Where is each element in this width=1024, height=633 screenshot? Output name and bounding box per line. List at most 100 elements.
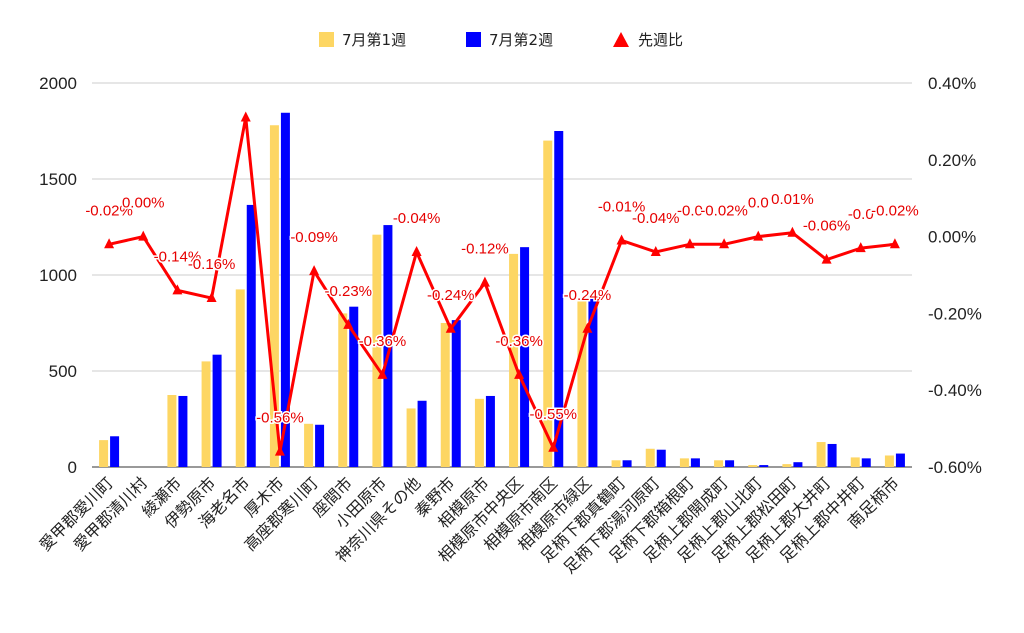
data-label: -0.16% — [188, 256, 236, 273]
data-label: -0.55% — [529, 406, 577, 423]
bar — [622, 460, 632, 467]
right-tick-label: -0.40% — [928, 381, 982, 400]
ratio-marker — [889, 238, 900, 249]
bar — [338, 313, 348, 467]
bar — [99, 440, 109, 467]
bar — [406, 408, 416, 467]
ratio-marker — [343, 318, 354, 329]
data-label: -0.36% — [359, 333, 407, 350]
data-label: -0.23% — [324, 283, 372, 300]
bar — [816, 442, 826, 467]
ratio-marker — [548, 441, 559, 452]
bar — [417, 400, 427, 467]
right-tick-label: 0.00% — [928, 228, 976, 247]
ratio-marker — [240, 111, 251, 122]
data-label: -0.0 — [677, 202, 703, 219]
ratio-marker — [104, 238, 115, 249]
ratio-marker — [138, 230, 149, 241]
data-label: -0.14% — [154, 248, 202, 265]
bar — [212, 354, 222, 467]
bar — [827, 443, 837, 467]
bar — [280, 112, 290, 467]
data-labels: -0.02% 0.00% -0.14%-0.16% -0.56% -0.09% -0.23… — [84, 189, 920, 428]
ratio-marker — [650, 245, 661, 256]
gridlines — [92, 82, 912, 468]
bar — [485, 395, 495, 467]
legend-label-week1: 7月第1週 — [342, 31, 406, 49]
bar — [759, 465, 769, 467]
bar — [725, 460, 735, 467]
bar — [315, 424, 325, 467]
data-label: -0.06% — [803, 218, 851, 235]
bar — [895, 453, 905, 467]
ratio-marker — [582, 322, 593, 333]
bar — [656, 449, 666, 467]
bar — [554, 131, 564, 467]
ratio-marker — [377, 368, 388, 379]
legend-marker-ratio — [613, 32, 629, 47]
data-label: -0.56% — [256, 410, 304, 427]
bar — [520, 247, 530, 467]
ratio-line-path — [108, 116, 896, 454]
bar — [748, 465, 758, 467]
left-tick-label: 1000 — [39, 266, 77, 285]
bar — [850, 457, 860, 467]
bar — [383, 225, 393, 467]
bar — [440, 323, 450, 467]
data-label: 0.01% — [771, 191, 814, 208]
bar — [269, 125, 279, 468]
right-tick-label: -0.20% — [928, 304, 982, 323]
data-label: -0.04% — [632, 210, 680, 227]
left-tick-label: 1500 — [39, 170, 77, 189]
data-label: 0.00% — [122, 195, 165, 212]
bar — [690, 458, 700, 467]
ratio-marker — [411, 245, 422, 256]
bar — [246, 204, 256, 468]
legend-label-ratio: 先週比 — [638, 31, 683, 49]
bar — [304, 423, 314, 467]
left-tick-label: 2000 — [39, 74, 77, 93]
ratio-marker — [445, 322, 456, 333]
legend: 7月第1週 7月第2週 先週比 — [319, 31, 683, 49]
ratio-marker — [684, 238, 695, 249]
right-tick-label: 0.40% — [928, 74, 976, 93]
ratio-marker — [855, 242, 866, 253]
ratio-marker — [479, 276, 490, 287]
bar — [782, 464, 792, 467]
bar — [645, 448, 655, 467]
data-label: -0.12% — [461, 241, 509, 258]
bar — [235, 289, 245, 467]
ratio-marker — [206, 292, 217, 303]
bar — [861, 458, 871, 467]
bar — [611, 460, 621, 467]
right-tick-label: 0.20% — [928, 151, 976, 170]
right-tick-label: -0.60% — [928, 458, 982, 477]
ratio-marker — [821, 253, 832, 264]
data-label: -0.01% — [598, 198, 646, 215]
bar — [110, 436, 120, 467]
legend-swatch-week1 — [319, 32, 334, 47]
data-label: -0.24% — [427, 287, 475, 304]
bar — [349, 306, 359, 467]
legend-swatch-week2 — [466, 32, 481, 47]
ratio-marker — [616, 234, 627, 245]
data-label: -0.02% — [871, 202, 919, 219]
left-axis-ticks: 0 500 1000 1500 2000 — [39, 74, 77, 477]
ratio-marker — [274, 445, 285, 456]
data-label: -0.0 — [848, 206, 874, 223]
left-tick-label: 0 — [68, 458, 77, 477]
data-label: -0.02% — [700, 202, 748, 219]
ratio-marker — [514, 368, 525, 379]
bar — [793, 462, 803, 467]
legend-label-week2: 7月第2週 — [489, 31, 553, 49]
ratio-marker — [787, 226, 798, 237]
bar — [577, 299, 587, 467]
left-tick-label: 500 — [49, 362, 77, 381]
bar — [884, 455, 894, 467]
bar — [679, 458, 689, 467]
category-labels: 愛甲郡愛川町愛甲郡清川村綾瀬市伊勢原市海老名市厚木市高座郡寒川町座間市小田原市神… — [36, 473, 903, 577]
ratio-marker — [719, 238, 730, 249]
data-label: -0.09% — [290, 229, 338, 246]
bar — [714, 460, 724, 467]
